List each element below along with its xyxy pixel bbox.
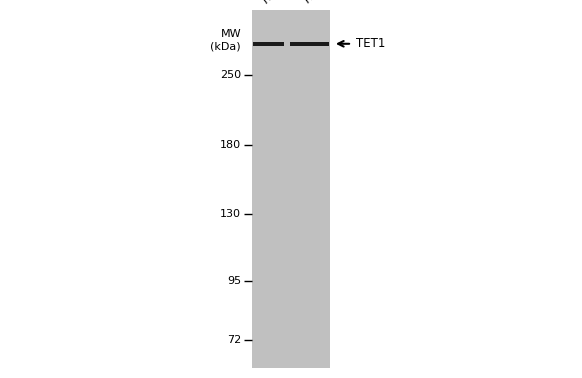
Text: 250: 250 <box>220 70 241 80</box>
Text: TET1: TET1 <box>356 37 385 50</box>
Text: 130: 130 <box>220 209 241 219</box>
Bar <box>253 42 284 45</box>
Text: MW
(kDa): MW (kDa) <box>210 29 241 51</box>
Bar <box>290 42 329 45</box>
Text: HeLa: HeLa <box>261 0 288 5</box>
Text: 180: 180 <box>220 140 241 150</box>
Text: 95: 95 <box>227 276 241 286</box>
Bar <box>252 10 330 368</box>
Text: 72: 72 <box>227 335 241 345</box>
Text: HepG2: HepG2 <box>303 0 337 5</box>
